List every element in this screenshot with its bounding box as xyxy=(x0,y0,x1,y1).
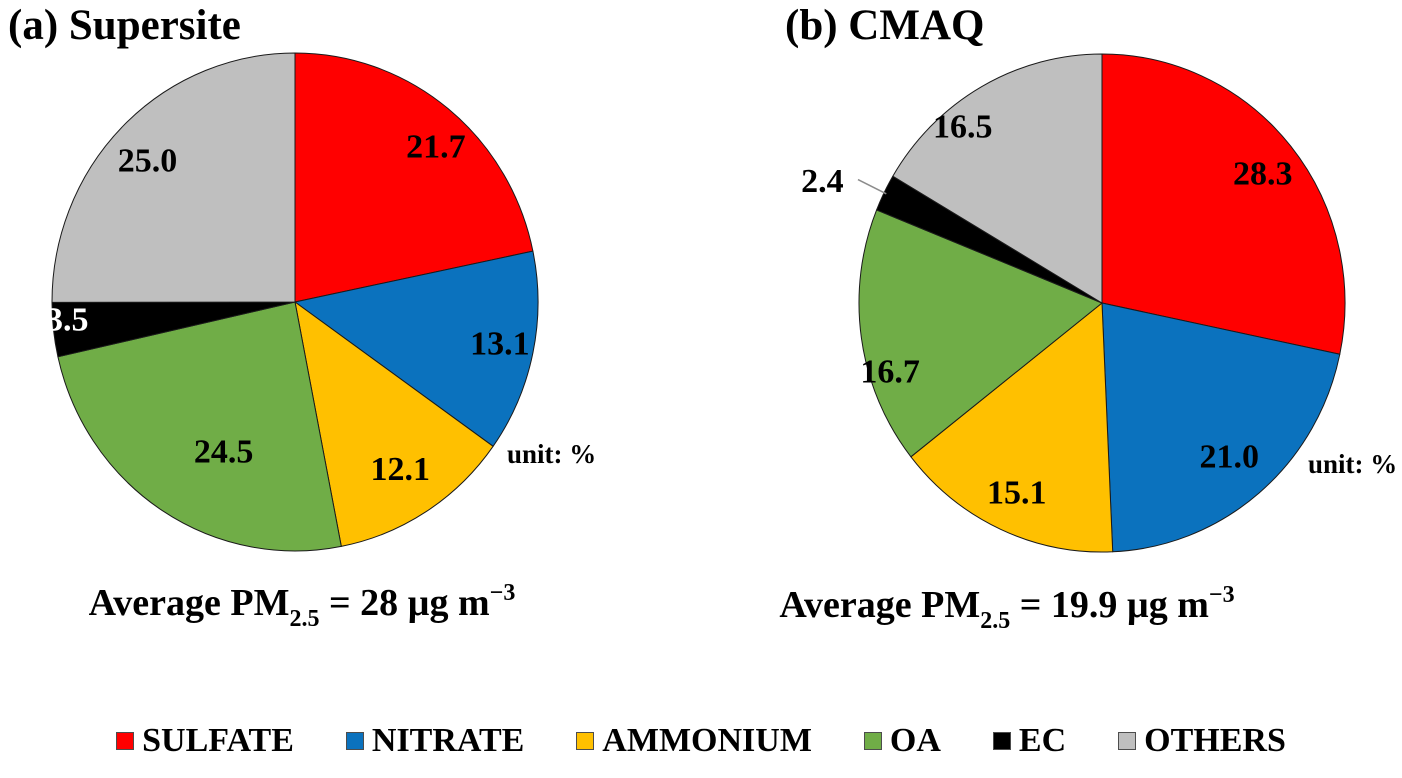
unit-note-a: unit: % xyxy=(507,439,597,469)
legend-label-ec: EC xyxy=(1018,722,1067,759)
pie-a-slice-nitrate xyxy=(294,250,539,447)
pie-b-label-oa: 16.7 xyxy=(860,353,920,390)
legend-swatch-ec xyxy=(992,732,1011,750)
legend-label-ammonium: AMMONIUM xyxy=(602,722,812,759)
pie-a-slice-others xyxy=(51,52,296,303)
average-pm25-b: Average PM2.5 = 19.9 µg m−3 xyxy=(779,582,1234,635)
pie-b-slice-sulfate xyxy=(1101,53,1346,355)
pie-a-label-sulfate: 21.7 xyxy=(406,129,466,166)
panel-a-title: (a) Supersite xyxy=(8,2,241,49)
legend-item-oa: OA xyxy=(863,722,941,760)
legend-swatch-sulfate xyxy=(116,732,135,750)
avg-a-value: = 28 µg m xyxy=(319,582,490,624)
legend-label-sulfate: SULFATE xyxy=(142,722,294,759)
pie-b-label-sulfate: 28.3 xyxy=(1233,156,1293,193)
avg-a-superscript: −3 xyxy=(489,580,516,606)
legend-label-others: OTHERS xyxy=(1144,722,1286,759)
pie-b-slice-ammonium xyxy=(910,302,1114,553)
legend-swatch-ammonium xyxy=(576,732,595,750)
pie-b-label-nitrate: 21.0 xyxy=(1200,438,1260,475)
pie-b-slice-oa xyxy=(858,209,1103,458)
legend-swatch-oa xyxy=(863,732,882,750)
legend-item-ec: EC xyxy=(992,722,1067,760)
pie-a-slice-oa xyxy=(57,301,342,552)
pie-a-label-oa: 24.5 xyxy=(194,433,254,470)
pie-a-label-ec: 3.5 xyxy=(46,302,89,339)
avg-b-superscript: −3 xyxy=(1208,582,1235,608)
avg-a-prefix: Average PM xyxy=(88,582,290,624)
pie-a-label-others: 25.0 xyxy=(118,143,178,180)
avg-b-value: = 19.9 µg m xyxy=(1010,584,1209,626)
pie-b-label-ec: 2.4 xyxy=(801,163,844,200)
legend: SULFATE NITRATE AMMONIUM OA EC OTHERS xyxy=(0,722,1402,760)
pie-b-leader-ec xyxy=(857,178,887,195)
pie-b-label-others: 16.5 xyxy=(933,108,993,145)
avg-a-subscript: 2.5 xyxy=(289,606,320,632)
pie-a-slice-ammonium xyxy=(294,301,494,547)
legend-item-sulfate: SULFATE xyxy=(116,722,294,760)
pie-a-slice-sulfate xyxy=(294,52,534,303)
average-pm25-a: Average PM2.5 = 28 µg m−3 xyxy=(89,580,516,633)
legend-item-ammonium: AMMONIUM xyxy=(576,722,812,760)
pie-b-slice-nitrate xyxy=(1101,302,1341,553)
legend-swatch-nitrate xyxy=(345,732,364,750)
legend-label-nitrate: NITRATE xyxy=(371,722,525,759)
pie-a-label-ammonium: 12.1 xyxy=(371,451,431,488)
unit-note-b: unit: % xyxy=(1308,449,1398,479)
legend-label-oa: OA xyxy=(889,722,941,759)
pie-b-label-ammonium: 15.1 xyxy=(987,475,1047,512)
avg-b-prefix: Average PM xyxy=(779,584,981,626)
legend-swatch-others xyxy=(1118,732,1137,750)
pie-b-slice-others xyxy=(892,53,1103,304)
panel-b-title: (b) CMAQ xyxy=(785,2,985,49)
avg-b-subscript: 2.5 xyxy=(980,608,1011,634)
pie-a-label-nitrate: 13.1 xyxy=(470,326,530,363)
legend-item-others: OTHERS xyxy=(1118,722,1286,760)
legend-item-nitrate: NITRATE xyxy=(345,722,525,760)
